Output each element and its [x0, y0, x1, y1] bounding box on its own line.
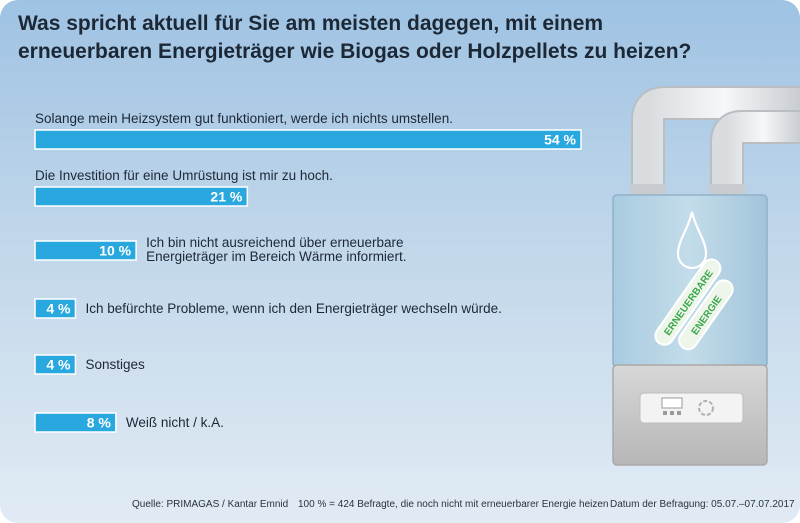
chart-title: Was spricht aktuell für Sie am meisten d… [18, 10, 778, 66]
water-drop-icon [676, 211, 708, 270]
category-label-3: Ich bin nicht ausreichend über erneuerba… [146, 235, 406, 264]
value-label-4: 4 % [46, 301, 71, 317]
bar-row-3: 10 % Ich bin nicht ausreichend über erneu… [34, 235, 406, 264]
category-label-4: Ich befürchte Probleme, wenn ich den Ene… [85, 301, 501, 316]
control-panel [639, 392, 744, 424]
bar-1 [34, 129, 582, 150]
title-line-1: Was spricht aktuell für Sie am meisten d… [18, 12, 604, 35]
bar-2 [34, 186, 249, 207]
category-label-2: Die Investition für eine Umrüstung ist m… [35, 168, 333, 183]
pipes [630, 86, 800, 200]
value-label-1: 54 % [544, 132, 576, 148]
bar-3 [34, 240, 137, 261]
category-label-6: Weiß nicht / k.A. [126, 415, 224, 430]
bar-6 [34, 412, 117, 433]
bar-row-4: 4 % Ich befürchte Probleme, wenn ich den … [34, 298, 502, 319]
value-label-6: 8 % [87, 415, 112, 431]
category-label-5: Sonstiges [85, 357, 145, 372]
bar-row-6: 8 % Weiß nicht / k.A. [34, 412, 224, 433]
survey-date-note: Datum der Befragung: 05.07.–07.07.2017 [610, 499, 795, 510]
value-label-3: 10 % [99, 243, 131, 259]
bar-row-5: 4 % Sonstiges [34, 354, 145, 375]
title-line-2: erneuerbaren Energieträger wie Biogas od… [18, 40, 692, 63]
bar-5 [34, 354, 77, 375]
source-note: Quelle: PRIMAGAS / Kantar Emnid [132, 499, 289, 510]
category-label-1: Solange mein Heizsystem gut funktioniert… [35, 111, 453, 126]
bar-row-2: 21 % Die Investition für eine Umrüstung i… [34, 168, 333, 207]
bar-4 [34, 298, 77, 319]
bar-row-1: 54 % Solange mein Heizsystem gut funktion… [34, 111, 582, 150]
base-note: 100 % = 424 Befragte, die noch nicht mit… [298, 499, 609, 510]
value-label-2: 21 % [210, 189, 242, 205]
footer: Quelle: PRIMAGAS / Kantar Emnid 100 % = … [0, 499, 800, 519]
renewable-energy-badge: ERNEUERBARE ENERGIE [654, 258, 734, 351]
value-label-5: 4 % [46, 357, 71, 373]
